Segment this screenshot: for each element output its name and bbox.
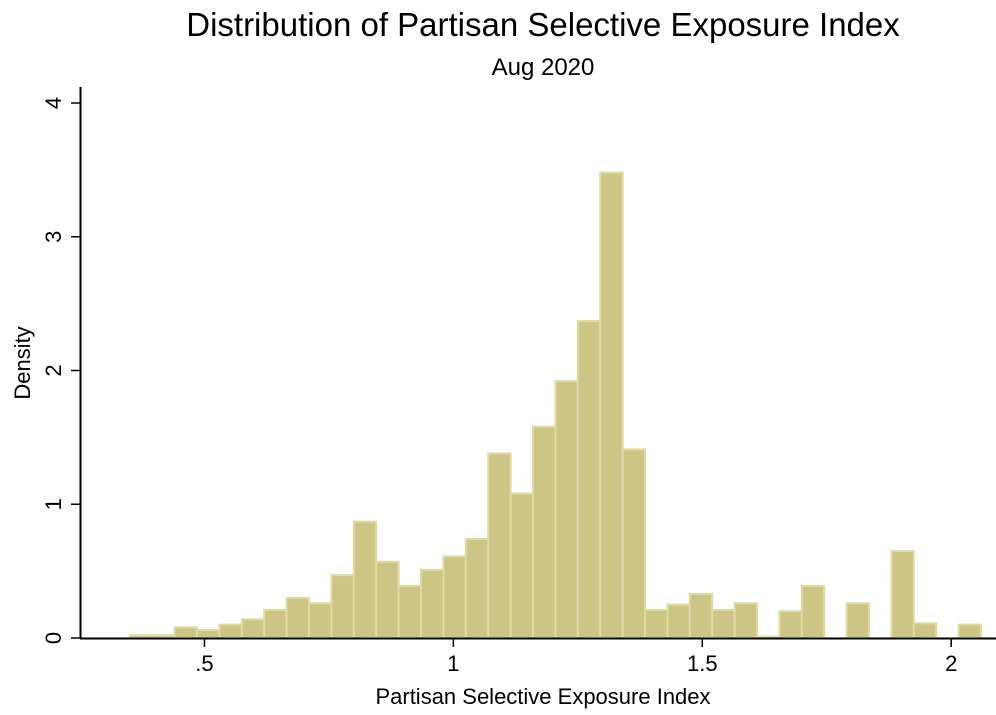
axes-group: .5 1 1.5 2 0 1 2 3 4 xyxy=(41,87,996,676)
histogram-bar xyxy=(733,602,759,639)
histogram-bar xyxy=(666,603,691,639)
histogram-bar xyxy=(532,425,557,639)
x-tick-label: 1.5 xyxy=(687,651,718,676)
histogram-bar xyxy=(352,520,378,640)
y-tick-label: 2 xyxy=(41,364,66,376)
histogram-bar xyxy=(957,623,983,639)
histogram-bar xyxy=(912,622,938,639)
histogram-bar xyxy=(240,618,266,640)
histogram-bar xyxy=(778,610,803,639)
x-tick-label: .5 xyxy=(195,651,213,676)
histogram-bar xyxy=(800,584,826,640)
chart-subtitle: Aug 2020 xyxy=(492,54,595,81)
y-tick-label: 3 xyxy=(41,231,66,243)
histogram-bar xyxy=(285,596,311,639)
histogram-bar xyxy=(688,592,714,639)
histogram-bar xyxy=(218,623,243,639)
histogram-bar xyxy=(576,320,602,639)
histogram-bar xyxy=(554,380,579,639)
histogram-bar xyxy=(621,448,647,639)
histogram-bar xyxy=(397,584,423,640)
y-tick-label: 4 xyxy=(41,97,66,109)
histogram-bar xyxy=(464,538,490,640)
histogram-bar xyxy=(599,171,624,640)
histogram-bar xyxy=(509,492,535,639)
y-tick-label: 1 xyxy=(41,498,66,510)
y-axis-label: Density xyxy=(10,326,35,399)
histogram-bar xyxy=(442,555,467,639)
chart-title: Distribution of Partisan Selective Expos… xyxy=(186,6,900,43)
histogram-bar xyxy=(845,602,871,639)
histogram-bar xyxy=(487,452,512,639)
histogram-bar xyxy=(308,602,333,639)
x-tick-label: 2 xyxy=(945,651,957,676)
bar-group xyxy=(128,171,983,640)
y-tick-label: 0 xyxy=(41,632,66,644)
histogram-bar xyxy=(644,608,669,639)
histogram-bar xyxy=(420,568,445,639)
histogram-bar xyxy=(330,574,355,640)
histogram-bar xyxy=(890,550,915,639)
histogram-bar xyxy=(375,560,400,640)
x-tick-label: 1 xyxy=(447,651,459,676)
histogram-bar xyxy=(263,608,288,639)
histogram-bar xyxy=(173,626,198,639)
histogram-bar xyxy=(711,608,736,639)
histogram-bar xyxy=(195,628,221,639)
x-axis-label: Partisan Selective Exposure Index xyxy=(375,684,710,709)
